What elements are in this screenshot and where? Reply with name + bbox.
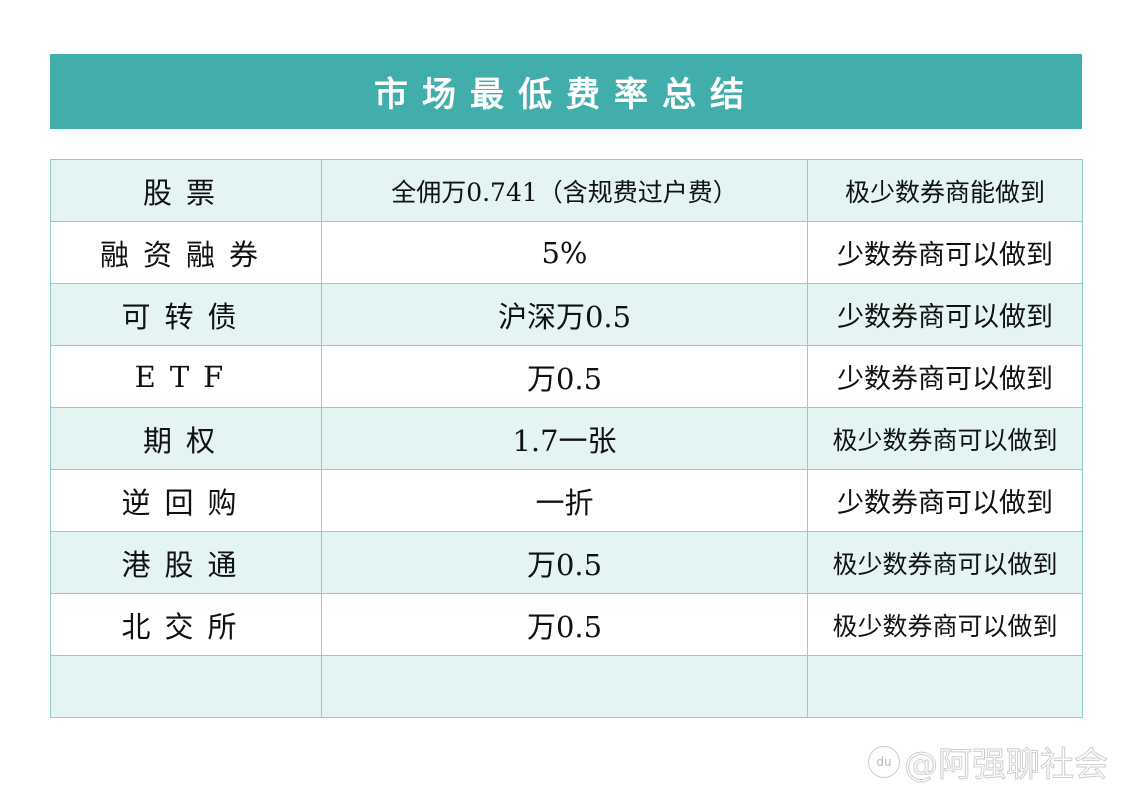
note-cell: 极少数券商可以做到 [807,407,1083,470]
table-row: 可转债 沪深万0.5 少数券商可以做到 [50,283,1083,346]
market-cell [50,655,322,718]
note-cell: 少数券商可以做到 [807,283,1083,346]
baidu-paw-icon: du [868,745,900,778]
market-cell: 融资融券 [50,221,322,284]
fee-cell: 5% [321,221,808,284]
table-row [50,655,1083,718]
fee-cell: 一折 [321,469,808,532]
note-cell: 少数券商可以做到 [807,345,1083,408]
watermark-text: @阿强聊社会 [904,745,1109,786]
fee-cell: 沪深万0.5 [321,283,808,346]
market-cell: ETF [50,345,322,408]
market-cell: 股票 [50,159,322,222]
fee-table: 股票 全佣万0.741（含规费过户费） 极少数券商能做到 融资融券 5% 少数券商可以做到… [50,159,1083,718]
note-cell: 极少数券商可以做到 [807,593,1083,656]
market-cell: 期权 [50,407,322,470]
note-cell: 极少数券商能做到 [807,159,1083,222]
fee-cell: 万0.5 [321,345,808,408]
page-title: 市场最低费率总结 [374,75,758,115]
fee-cell: 1.7一张 [321,407,808,470]
market-cell: 北交所 [50,593,322,656]
market-cell: 港股通 [50,531,322,594]
note-cell: 少数券商可以做到 [807,469,1083,532]
fee-cell [321,655,808,718]
table-row: 融资融券 5% 少数券商可以做到 [50,221,1083,284]
note-cell: 极少数券商可以做到 [807,531,1083,594]
fee-cell: 万0.5 [321,531,808,594]
title-banner: 市场最低费率总结 [50,54,1082,129]
table-row: 逆回购 一折 少数券商可以做到 [50,469,1083,532]
fee-cell: 全佣万0.741（含规费过户费） [321,159,808,222]
table-row: 股票 全佣万0.741（含规费过户费） 极少数券商能做到 [50,159,1083,222]
table-row: 期权 1.7一张 极少数券商可以做到 [50,407,1083,470]
watermark: du @阿强聊社会 [868,737,1109,786]
table-row: ETF 万0.5 少数券商可以做到 [50,345,1083,408]
table-row: 港股通 万0.5 极少数券商可以做到 [50,531,1083,594]
market-cell: 逆回购 [50,469,322,532]
note-cell [807,655,1083,718]
note-cell: 少数券商可以做到 [807,221,1083,284]
market-cell: 可转债 [50,283,322,346]
fee-cell: 万0.5 [321,593,808,656]
table-row: 北交所 万0.5 极少数券商可以做到 [50,593,1083,656]
